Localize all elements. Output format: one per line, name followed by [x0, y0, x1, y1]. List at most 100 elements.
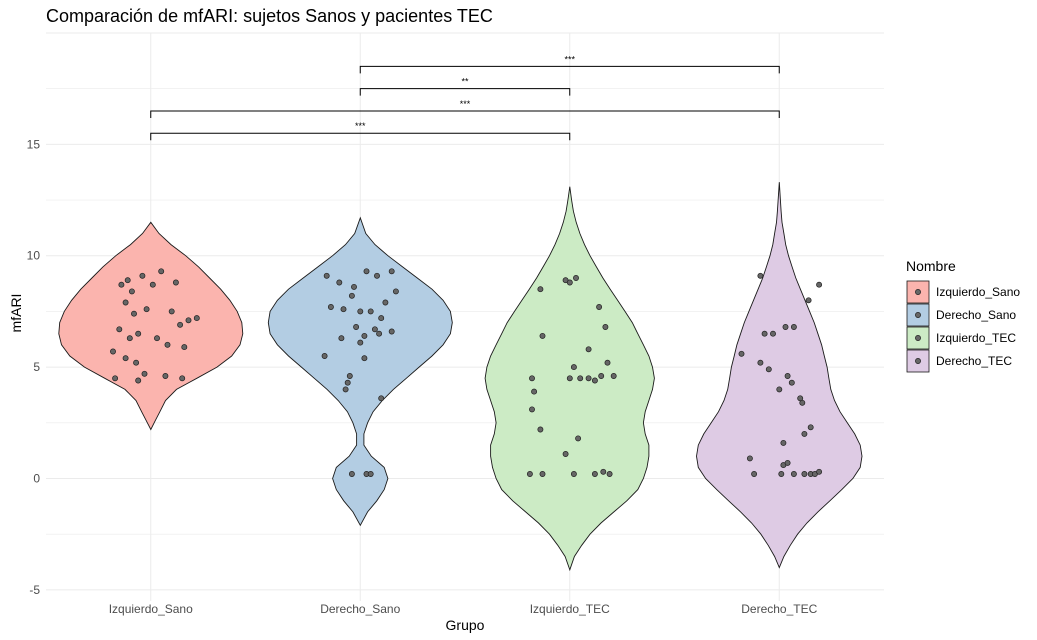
violin-Derecho_TEC	[696, 182, 863, 569]
data-point	[746, 455, 753, 462]
data-point	[585, 346, 592, 353]
legend-label: Derecho_Sano	[936, 308, 1016, 322]
data-point	[351, 283, 357, 290]
legend-label: Derecho_TEC	[936, 354, 1012, 368]
x-tick-label: Derecho_Sano	[320, 602, 400, 616]
y-tick-label: 5	[33, 360, 40, 374]
data-point	[790, 324, 797, 330]
data-point	[570, 471, 577, 477]
legend-label: Izquierdo_Sano	[936, 285, 1020, 299]
data-point	[776, 386, 783, 393]
data-point	[112, 375, 119, 382]
data-point	[122, 355, 129, 362]
data-point	[816, 281, 823, 288]
data-point	[376, 330, 383, 337]
data-point	[154, 335, 160, 342]
data-point	[122, 299, 129, 306]
legend-key-point	[915, 289, 921, 295]
data-point	[340, 306, 347, 313]
data-point	[801, 430, 808, 437]
data-point	[388, 268, 395, 275]
data-point	[118, 281, 125, 288]
data-point	[323, 272, 330, 279]
significance-label: ***	[460, 99, 471, 109]
data-point	[164, 341, 171, 348]
data-point	[778, 471, 785, 477]
data-point	[149, 281, 156, 288]
data-point	[562, 451, 569, 457]
data-point	[361, 355, 368, 362]
data-point	[570, 364, 577, 371]
data-point	[367, 308, 374, 315]
data-point	[799, 399, 806, 406]
y-tick-label: 10	[27, 249, 41, 263]
data-point	[348, 292, 355, 299]
data-point	[131, 310, 137, 317]
significance-bracket	[359, 65, 780, 74]
significance-bracket	[150, 132, 571, 141]
data-point	[526, 471, 533, 477]
data-point	[139, 272, 146, 279]
data-point	[600, 468, 607, 475]
data-point	[577, 375, 584, 382]
legend: Nombre Izquierdo_Sano Derecho_Sano Izquier…	[906, 258, 1020, 373]
data-point	[336, 279, 343, 286]
data-point	[361, 332, 368, 339]
y-tick-label: 0	[33, 471, 40, 485]
data-point	[141, 370, 148, 377]
violins	[58, 182, 863, 572]
data-point	[110, 348, 116, 355]
data-point	[126, 335, 133, 342]
data-point	[392, 288, 399, 295]
significance-bracket	[359, 88, 571, 96]
y-tick-label: -5	[29, 583, 40, 597]
data-point	[116, 326, 123, 333]
data-point	[177, 321, 184, 328]
data-point	[539, 471, 546, 477]
data-point	[738, 350, 745, 357]
chart-title: Comparación de mfARI: sujetos Sanos y pa…	[46, 6, 493, 26]
significance-label: ***	[355, 121, 366, 131]
data-point	[784, 459, 791, 466]
data-point	[193, 315, 200, 322]
data-point	[784, 373, 791, 379]
violin-Derecho_Sano	[267, 216, 453, 527]
data-point	[604, 359, 611, 366]
data-point	[357, 308, 364, 315]
data-point	[596, 304, 603, 310]
data-point	[575, 435, 582, 442]
data-point	[757, 359, 764, 366]
significance-label: ***	[564, 54, 575, 64]
data-point	[602, 324, 609, 330]
data-point	[537, 426, 544, 433]
data-point	[537, 286, 544, 293]
data-point	[382, 299, 389, 306]
legend-key-point	[915, 358, 921, 364]
data-point	[761, 330, 768, 337]
data-point	[179, 375, 186, 382]
x-tick-label: Derecho_TEC	[741, 602, 817, 616]
data-point	[363, 268, 370, 275]
data-point	[143, 306, 150, 313]
data-point	[805, 297, 812, 304]
data-point	[135, 377, 142, 384]
data-point	[782, 324, 789, 330]
data-point	[757, 272, 764, 279]
data-point	[185, 317, 192, 324]
y-axis-title: mfARI	[8, 294, 24, 333]
data-point	[168, 308, 175, 315]
data-point	[388, 328, 395, 335]
data-point	[321, 353, 328, 359]
x-tick-label: Izquierdo_TEC	[530, 602, 610, 616]
violin-Izquierdo_Sano	[58, 221, 244, 431]
data-point	[378, 395, 385, 402]
significance-bracket	[150, 110, 780, 118]
data-point	[357, 339, 364, 346]
data-point	[353, 324, 360, 330]
data-point	[610, 373, 617, 379]
data-point	[371, 326, 378, 333]
data-point	[606, 471, 613, 477]
data-point	[531, 388, 538, 395]
data-point	[162, 373, 169, 379]
